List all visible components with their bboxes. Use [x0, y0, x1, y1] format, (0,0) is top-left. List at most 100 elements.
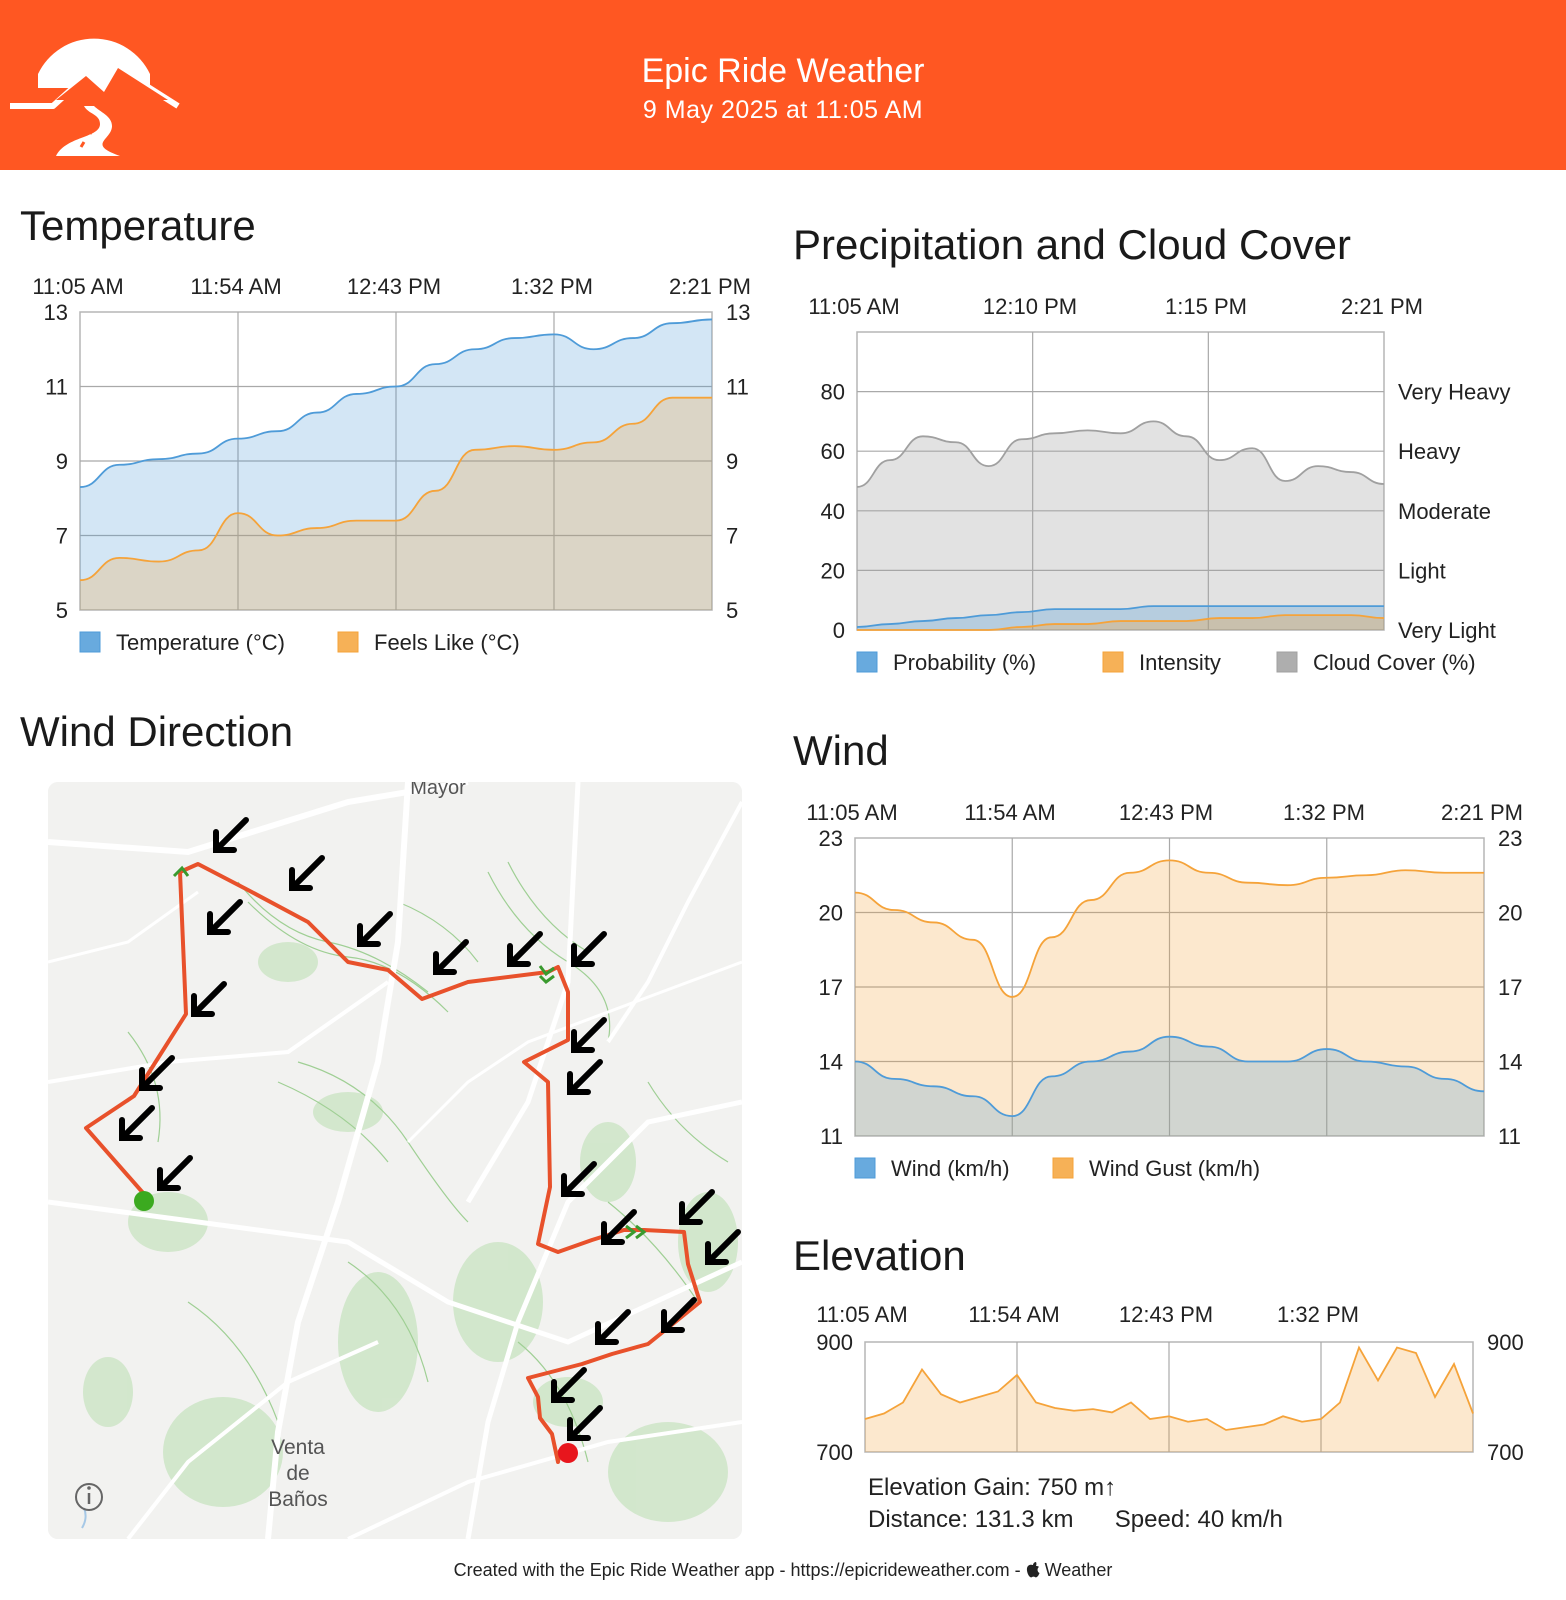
y-tick-label-right: 23: [1498, 826, 1522, 851]
apple-icon: [1026, 1562, 1040, 1578]
y-tick-label-left: 9: [56, 449, 68, 474]
series-area-0: [865, 1347, 1473, 1452]
legend-swatch: [79, 631, 101, 653]
x-tick-label: 11:54 AM: [968, 1302, 1059, 1327]
wind-arrow-icon: [595, 1309, 631, 1345]
footer: Created with the Epic Ride Weather app -…: [0, 1560, 1566, 1581]
wind-chart: 11:05 AM 11:54 AM 12:43 PM 1:32 PM 2:21 PM23…: [806, 800, 1523, 1181]
y-tick-label-right: 13: [726, 300, 750, 325]
y-tick-label-left: 13: [44, 300, 68, 325]
wind-title: Wind: [793, 727, 889, 774]
y-tick-label-left: 900: [816, 1330, 853, 1355]
map-place-venta: Venta: [271, 1436, 325, 1459]
y-tick-label-right: 5: [726, 598, 738, 623]
wind-arrow-icon: [289, 855, 325, 891]
wind-arrows: [119, 817, 741, 1441]
y-tick-label-right: 14: [1498, 1050, 1522, 1075]
temperature-chart: 11:05 AM 11:54 AM 12:43 PM 1:32 PM 2:21 PM13…: [32, 274, 751, 655]
map-canvas[interactable]: Mayor Venta de Baños: [48, 782, 742, 1539]
y-tick-label-left: 40: [821, 499, 845, 524]
wind-direction-title: Wind Direction: [20, 708, 294, 755]
legend-label: Feels Like (°C): [374, 630, 520, 655]
wind-arrow-icon: [157, 1155, 193, 1191]
wind-arrow-icon: [567, 1405, 603, 1441]
app-title: Epic Ride Weather: [641, 52, 925, 90]
x-tick-label: 2:21 PM: [1341, 294, 1423, 319]
x-tick-label: 12:10 PM: [983, 294, 1077, 319]
series-line-0: [864, 1345, 1474, 1431]
y-tick-label-left: 17: [819, 975, 843, 1000]
legend-swatch: [1276, 651, 1298, 673]
legend-swatch: [854, 1157, 876, 1179]
route-end-marker[interactable]: [558, 1443, 578, 1463]
wind-arrow-icon: [571, 931, 607, 967]
distance: Distance: 131.3 km: [868, 1506, 1074, 1533]
y-tick-label-right: 9: [726, 449, 738, 474]
route-line[interactable]: [84, 862, 702, 1464]
mountain-road-logo: [10, 38, 180, 156]
y-tick-label-right: Very Light: [1398, 618, 1496, 643]
route-start-marker[interactable]: [134, 1191, 154, 1211]
elevation-title: Elevation: [793, 1232, 966, 1279]
series-line-2: [856, 420, 1385, 488]
wind-arrow-icon: [119, 1105, 155, 1141]
y-tick-label-right: 7: [726, 524, 738, 549]
wind-arrow-icon: [661, 1297, 697, 1333]
series-area-1: [80, 397, 712, 610]
series-area-2: [857, 421, 1384, 630]
wind-arrow-icon: [191, 981, 227, 1017]
legend-swatch: [1102, 651, 1124, 673]
y-tick-label-left: 5: [56, 598, 68, 623]
wind-arrow-icon: [705, 1229, 741, 1265]
x-tick-label: 1:32 PM: [511, 274, 593, 299]
legend-label: Temperature (°C): [116, 630, 285, 655]
y-tick-label-right: 900: [1487, 1330, 1524, 1355]
y-tick-label-left: 11: [820, 1124, 843, 1149]
x-tick-label: 12:43 PM: [1119, 1302, 1213, 1327]
route-direction-markers: [172, 865, 647, 1240]
wind-arrow-icon: [561, 1161, 597, 1197]
wind-arrow-icon: [551, 1367, 587, 1403]
y-tick-label-right: 11: [1498, 1124, 1521, 1149]
plot-area: [856, 331, 1385, 631]
series-area-0: [855, 1036, 1484, 1136]
y-tick-label-left: 20: [819, 901, 843, 926]
legend-swatch: [856, 651, 878, 673]
map-place-banos: Baños: [268, 1488, 328, 1511]
y-tick-label-left: 700: [816, 1440, 853, 1460]
x-tick-label: 1:32 PM: [1283, 800, 1365, 825]
series-area-1: [855, 860, 1484, 1136]
distance-speed: Distance: 131.3 km Speed: 40 km/h: [868, 1506, 1283, 1534]
map-place-mayor: Mayor: [410, 782, 466, 799]
wind-arrow-icon: [601, 1209, 637, 1245]
x-tick-label: 12:43 PM: [1119, 800, 1213, 825]
wind-arrow-icon: [679, 1189, 715, 1225]
temperature-title: Temperature: [20, 202, 256, 249]
x-tick-label: 2:21 PM: [669, 274, 751, 299]
legend-label: Intensity: [1139, 650, 1221, 675]
elevation-gain: Elevation Gain: 750 m↑: [868, 1474, 1117, 1501]
legend-label: Cloud Cover (%): [1313, 650, 1476, 675]
legend-swatch: [1052, 1157, 1074, 1179]
speed: Speed: 40 km/h: [1114, 1506, 1283, 1533]
report-date: 9 May 2025 at 11:05 AM: [642, 96, 924, 124]
precipitation-title: Precipitation and Cloud Cover: [793, 221, 1351, 268]
legend-label: Wind Gust (km/h): [1089, 1156, 1260, 1181]
y-tick-label-right: 20: [1498, 901, 1522, 926]
y-tick-label-left: 20: [821, 558, 845, 583]
y-tick-label-left: 14: [819, 1050, 843, 1075]
series-line-0: [79, 318, 713, 488]
footer-weather: Weather: [1044, 1560, 1113, 1580]
series-line-1: [79, 396, 712, 582]
x-tick-label: 1:32 PM: [1277, 1302, 1359, 1327]
y-tick-label-right: 700: [1487, 1440, 1524, 1460]
wind-direction-map[interactable]: Mayor Venta de Baños: [48, 782, 742, 1539]
elevation-chart: 11:05 AM 11:54 AM 12:43 PM 1:32 PM 900 700 900…: [816, 1302, 1524, 1460]
y-tick-label-right: Very Heavy: [1398, 380, 1511, 405]
series-area-0: [80, 319, 712, 610]
x-tick-label: 11:05 AM: [32, 274, 123, 299]
wind-arrow-icon: [207, 899, 243, 935]
wind-arrow-icon: [139, 1055, 175, 1091]
wind-arrow-icon: [213, 817, 249, 853]
info-icon[interactable]: [75, 1483, 103, 1511]
